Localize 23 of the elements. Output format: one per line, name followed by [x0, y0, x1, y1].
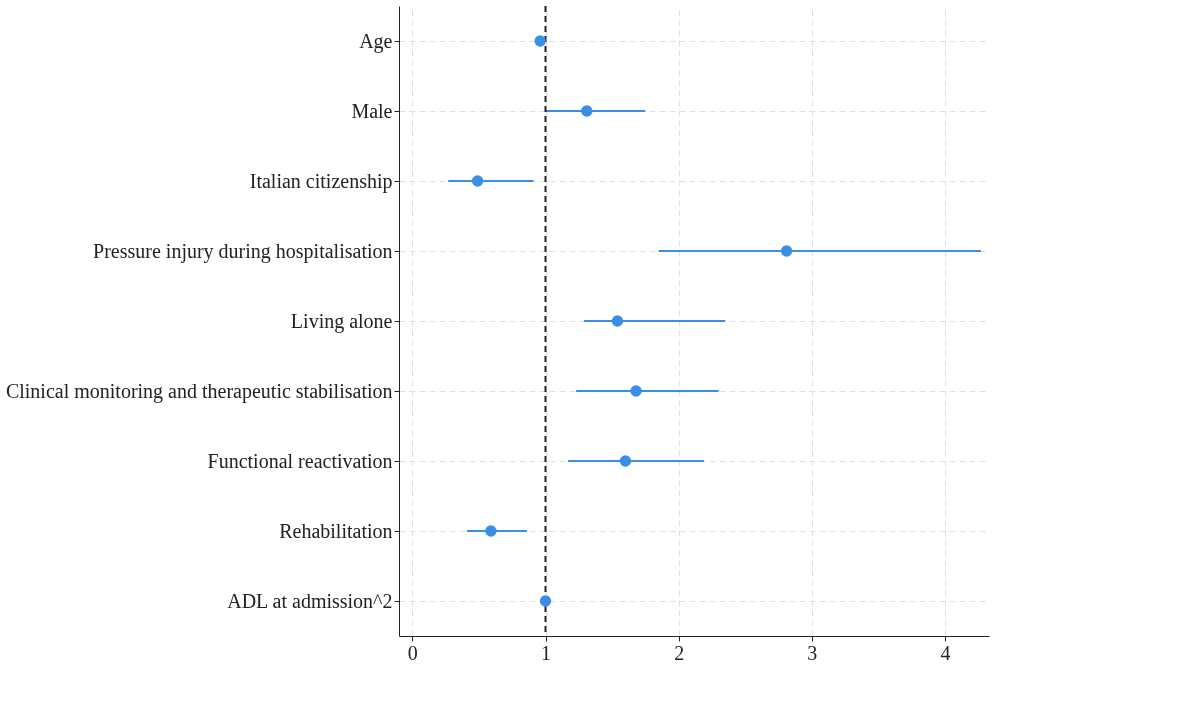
- x-tick-label: 4: [940, 641, 951, 664]
- x-tick-label: 2: [674, 641, 685, 664]
- point: [539, 595, 552, 607]
- point: [630, 385, 642, 397]
- point: [780, 245, 793, 257]
- point: [611, 315, 624, 327]
- y-tick-label: Male: [351, 99, 393, 122]
- x-tick-label: 0: [407, 641, 418, 664]
- y-tick-label: ADL at admission^2: [227, 589, 393, 612]
- y-tick-label: Clinical monitoring and therapeutic stabilisation: [5, 379, 393, 403]
- y-tick-label: Living alone: [290, 309, 393, 333]
- y-tick-label: Rehabilitation: [279, 519, 393, 542]
- y-tick-label: Age: [359, 29, 393, 53]
- point: [619, 455, 632, 467]
- point: [581, 105, 593, 117]
- y-tick-label: Italian citizenship: [249, 169, 393, 193]
- point: [534, 35, 546, 47]
- y-tick-label: Functional reactivation: [207, 449, 393, 472]
- point: [471, 175, 484, 187]
- point: [485, 525, 497, 537]
- x-tick-label: 3: [807, 641, 818, 664]
- y-tick-label: Pressure injury during hospitalisation: [93, 239, 393, 263]
- x-tick-label: 1: [541, 641, 551, 664]
